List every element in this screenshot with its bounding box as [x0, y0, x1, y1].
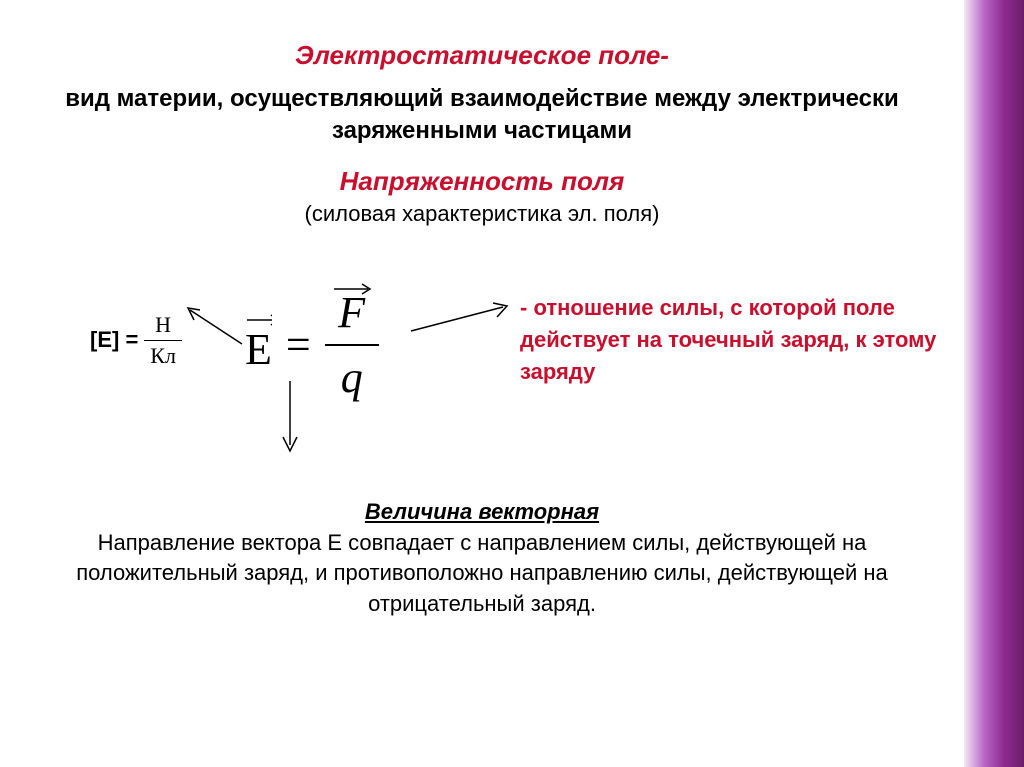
unit-numerator: Н [149, 312, 177, 340]
slide-content: Электростатическое поле- вид материи, ос… [0, 0, 964, 767]
main-title: Электростатическое поле- [20, 40, 944, 71]
bottom-paragraph: Величина векторная Направление вектора E… [20, 497, 944, 620]
arrow-down-icon [275, 377, 305, 457]
bottom-heading: Величина векторная [365, 499, 599, 524]
vector-arrow-icon [332, 281, 372, 295]
subtitle-text: вид материи, осуществляющий взаимодейств… [20, 83, 944, 148]
section-subtitle: (силовая характеристика эл. поля) [20, 201, 944, 227]
unit-expression: [E] = Н Кл [90, 312, 182, 369]
main-formula: E = F q [245, 287, 379, 403]
unit-label: [E] = [90, 327, 138, 353]
symbol-f: F [338, 288, 365, 337]
section-title: Напряженность поля [20, 166, 944, 197]
gradient-border [964, 0, 1024, 767]
equals-sign: = [286, 319, 311, 370]
fraction-numerator: F [326, 287, 377, 344]
fraction-denominator: q [325, 344, 379, 403]
formula-area: [E] = Н Кл E = F [20, 257, 944, 457]
arrow-to-definition-icon [405, 299, 515, 339]
definition-text: - отношение силы, с которой поле действу… [520, 292, 940, 388]
unit-fraction: Н Кл [144, 312, 182, 369]
bottom-body: Направление вектора E совпадает с направ… [76, 530, 888, 617]
unit-denominator: Кл [144, 340, 182, 369]
arrow-to-unit-icon [180, 302, 250, 352]
main-fraction: F q [325, 287, 379, 403]
